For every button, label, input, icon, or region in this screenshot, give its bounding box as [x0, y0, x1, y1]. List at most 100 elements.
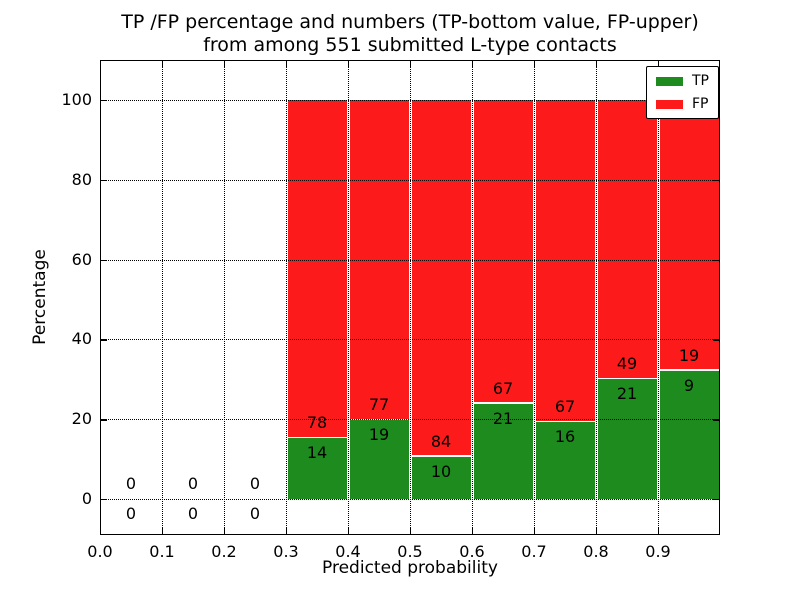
tp-count-label: 16 — [554, 427, 576, 447]
fp-count-label: 0 — [249, 474, 261, 494]
x-tick — [348, 528, 350, 535]
x-tick — [162, 60, 164, 67]
x-tick-label: 0.0 — [87, 542, 113, 561]
tp-count-label: 0 — [125, 504, 137, 524]
fp-count-label: 84 — [430, 431, 452, 451]
y-tick — [100, 419, 107, 421]
y-tick — [100, 499, 107, 501]
y-tick — [713, 259, 720, 261]
x-tick — [162, 528, 164, 535]
fp-bar — [473, 99, 533, 403]
legend: TP FP — [646, 66, 719, 119]
gridline-vertical — [348, 61, 349, 534]
fp-legend-swatch — [656, 99, 683, 109]
y-tick — [713, 179, 720, 182]
y-tick — [713, 419, 720, 421]
x-tick — [658, 528, 660, 535]
gridline-vertical — [534, 61, 535, 534]
x-tick-label: 0.9 — [645, 542, 671, 561]
fp-count-label: 0 — [125, 474, 137, 494]
fp-count-label: 77 — [368, 395, 390, 415]
y-tick — [100, 259, 107, 261]
x-tick — [596, 60, 598, 67]
tp-count-label: 21 — [492, 408, 514, 428]
x-tick-label: 0.6 — [459, 542, 485, 561]
x-tick — [224, 528, 226, 535]
y-tick — [713, 499, 720, 501]
x-tick — [224, 60, 226, 67]
tp-bar — [535, 422, 595, 500]
fp-bar — [597, 99, 657, 378]
y-tick-label: 40 — [71, 329, 92, 349]
fp-count-label: 49 — [616, 354, 638, 374]
chart-title: TP /FP percentage and numbers (TP-bottom… — [100, 11, 720, 57]
x-tick-label: 0.3 — [273, 542, 299, 561]
fp-bar — [349, 99, 409, 419]
y-tick-label: 0 — [81, 489, 92, 509]
gridline-vertical — [472, 61, 473, 534]
tp-count-label: 14 — [306, 443, 328, 463]
x-tick-label: 0.8 — [583, 542, 609, 561]
fp-bar — [287, 99, 347, 437]
chart-title-line1: TP /FP percentage and numbers (TP-bottom… — [121, 11, 699, 33]
x-tick — [534, 528, 536, 535]
x-tick — [472, 528, 474, 535]
fp-count-label: 78 — [306, 413, 328, 433]
legend-item-fp: FP — [656, 97, 709, 111]
tp-bar — [597, 379, 657, 500]
x-tick — [658, 60, 660, 67]
y-tick — [713, 339, 720, 341]
gridline-vertical — [410, 61, 411, 534]
fp-bar — [659, 99, 719, 370]
fp-legend-label: FP — [692, 96, 709, 112]
x-tick-label: 0.5 — [397, 542, 423, 561]
x-tick — [534, 60, 536, 67]
tp-count-label: 0 — [187, 504, 199, 524]
gridline-vertical — [286, 61, 287, 534]
y-tick-label: 60 — [71, 249, 92, 269]
tp-bar — [659, 370, 719, 500]
tp-count-label: 0 — [249, 504, 261, 524]
x-tick-label: 0.7 — [521, 542, 547, 561]
x-tick-label: 0.2 — [211, 542, 237, 561]
x-tick — [286, 60, 288, 67]
x-tick — [410, 528, 412, 535]
x-tick — [348, 60, 350, 67]
y-tick-label: 100 — [61, 89, 92, 109]
fp-count-label: 67 — [492, 378, 514, 398]
x-tick — [100, 528, 102, 535]
tp-legend-label: TP — [692, 73, 709, 89]
x-tick — [100, 60, 102, 67]
y-tick — [100, 179, 107, 182]
tp-count-label: 21 — [616, 384, 638, 404]
tp-count-label: 19 — [368, 425, 390, 445]
gridline-vertical — [658, 61, 659, 534]
tp-legend-swatch — [656, 76, 683, 86]
x-tick-label: 0.1 — [149, 542, 175, 561]
gridline-vertical — [596, 61, 597, 534]
tp-bar — [349, 420, 409, 500]
x-tick — [410, 60, 412, 67]
legend-item-tp: TP — [656, 74, 709, 88]
fp-count-label: 19 — [678, 345, 700, 365]
tp-bar — [287, 438, 347, 500]
gridline-vertical — [224, 61, 225, 534]
tp-count-label: 10 — [430, 461, 452, 481]
x-axis-label: Predicted probability — [322, 558, 498, 578]
x-tick — [286, 528, 288, 535]
tp-count-label: 9 — [683, 375, 695, 395]
gridline-vertical — [162, 61, 163, 534]
y-tick-label: 20 — [71, 409, 92, 429]
x-tick — [596, 528, 598, 535]
fp-bar — [411, 99, 471, 456]
y-tick — [100, 339, 107, 341]
y-tick-label: 80 — [71, 169, 92, 189]
fp-count-label: 0 — [187, 474, 199, 494]
fp-count-label: 67 — [554, 397, 576, 417]
y-tick — [100, 99, 107, 102]
tp-bar — [411, 456, 471, 500]
x-tick — [472, 60, 474, 67]
chart-title-line2: from among 551 submitted L-type contacts — [203, 34, 617, 56]
x-tick-label: 0.4 — [335, 542, 361, 561]
